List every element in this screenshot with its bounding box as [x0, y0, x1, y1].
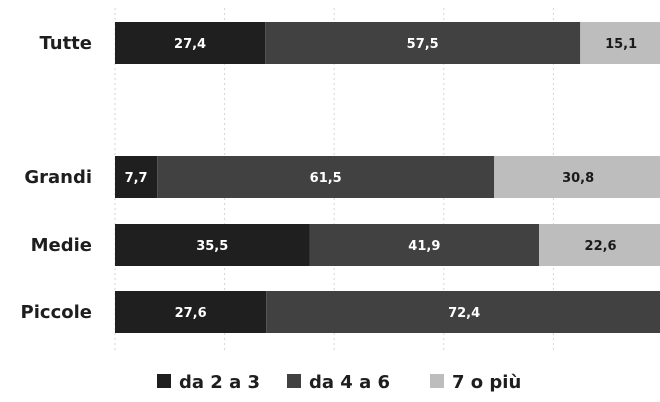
- data-label: 41,9: [408, 239, 440, 254]
- data-label: 72,4: [448, 306, 480, 321]
- data-label: 27,6: [175, 306, 207, 321]
- legend-label: da 4 a 6: [309, 372, 390, 393]
- data-label: 15,1: [605, 37, 637, 52]
- category-label: Medie: [31, 235, 92, 256]
- data-label: 27,4: [174, 37, 206, 52]
- bar-segment: [265, 22, 581, 64]
- legend-swatch: [430, 374, 444, 388]
- legend-swatch: [157, 374, 171, 388]
- bar-segment: [115, 291, 267, 333]
- data-label: 57,5: [407, 37, 439, 52]
- bar-segment: [115, 156, 158, 198]
- data-label: 35,5: [196, 239, 228, 254]
- data-label: 7,7: [125, 171, 148, 186]
- data-label: 30,8: [562, 171, 594, 186]
- bar-segment: [115, 224, 310, 266]
- bar-segment: [309, 224, 540, 266]
- bar-segment: [115, 22, 266, 64]
- data-label: 61,5: [310, 171, 342, 186]
- category-label: Piccole: [21, 302, 92, 323]
- bar-segment: [580, 22, 660, 64]
- bar-segment: [266, 291, 660, 333]
- bar-segment: [157, 156, 495, 198]
- category-label: Tutte: [39, 33, 92, 54]
- legend-swatch: [287, 374, 301, 388]
- bar-segment: [539, 224, 660, 266]
- bar-segment: [494, 156, 660, 198]
- legend-label: 7 o più: [452, 372, 521, 393]
- category-label: Grandi: [24, 167, 92, 188]
- data-label: 22,6: [585, 239, 617, 254]
- legend-label: da 2 a 3: [179, 372, 260, 393]
